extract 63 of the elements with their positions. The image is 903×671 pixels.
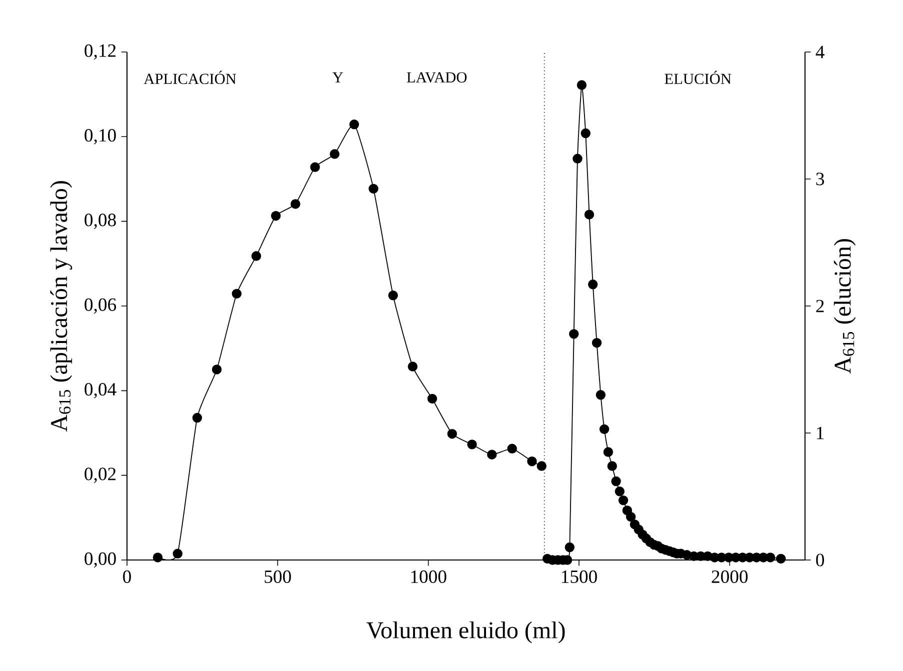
annotation: LAVADO — [406, 72, 467, 83]
y-tick-label: 0,04 — [84, 383, 116, 398]
point — [592, 338, 602, 348]
x-tick-label: 0 — [123, 570, 131, 584]
y2-tick-label: 3 — [816, 172, 824, 186]
point — [290, 199, 300, 209]
point — [368, 184, 378, 194]
point — [564, 542, 575, 552]
point — [388, 290, 398, 300]
point — [447, 428, 458, 439]
y-tick-label: 0,06 — [84, 298, 116, 314]
x-axis-title: Volumen eluido (ml) — [366, 621, 565, 644]
y2-tick-label: 1 — [817, 426, 824, 440]
point — [596, 390, 606, 400]
point — [603, 447, 614, 457]
x-tick-label: 1000 — [411, 570, 446, 584]
y-tick-label: 0,10 — [84, 129, 116, 144]
point — [349, 120, 360, 130]
point — [607, 461, 618, 471]
point — [467, 440, 477, 450]
point — [310, 162, 320, 172]
point — [507, 444, 517, 454]
point — [152, 552, 163, 562]
y2-tick-label: 0 — [816, 554, 824, 566]
y-tick-label: 0,12 — [84, 44, 116, 60]
point — [588, 280, 598, 290]
point — [765, 552, 776, 562]
y-tick-label: 0,02 — [84, 468, 116, 483]
y2-axis-title: A$_{615}$ (elución) — [834, 239, 856, 374]
point — [212, 364, 222, 374]
point — [776, 554, 786, 564]
point — [580, 128, 591, 138]
point — [330, 149, 340, 159]
point — [611, 476, 621, 486]
point — [270, 210, 281, 221]
point — [408, 362, 418, 372]
y-tick-label: 0,00 — [84, 552, 116, 568]
point — [572, 154, 582, 164]
point — [527, 456, 537, 466]
annotation: APLICACIÓN — [144, 70, 236, 84]
y-axis-title: A$_{615}$ (aplicación y lavado) — [50, 181, 72, 432]
x-tick-label: 500 — [264, 570, 291, 584]
point — [576, 80, 587, 90]
point — [569, 329, 579, 339]
point — [536, 461, 547, 471]
point — [618, 495, 628, 506]
point — [599, 424, 610, 434]
x-tick-label: 1500 — [562, 570, 597, 584]
y2-tick-label: 4 — [816, 46, 824, 58]
annotation: Y — [332, 72, 344, 82]
y-tick-label: 0,08 — [84, 214, 116, 229]
point — [626, 512, 636, 522]
point — [192, 412, 202, 423]
point — [487, 450, 497, 460]
point — [251, 251, 262, 261]
point — [172, 548, 182, 559]
y2-tick-label: 2 — [816, 300, 824, 312]
point — [614, 486, 625, 496]
point — [427, 394, 438, 404]
annotation: ELUCIÓN — [664, 70, 732, 84]
point — [584, 210, 594, 220]
x-tick-label: 2000 — [712, 570, 748, 584]
point — [232, 288, 242, 299]
